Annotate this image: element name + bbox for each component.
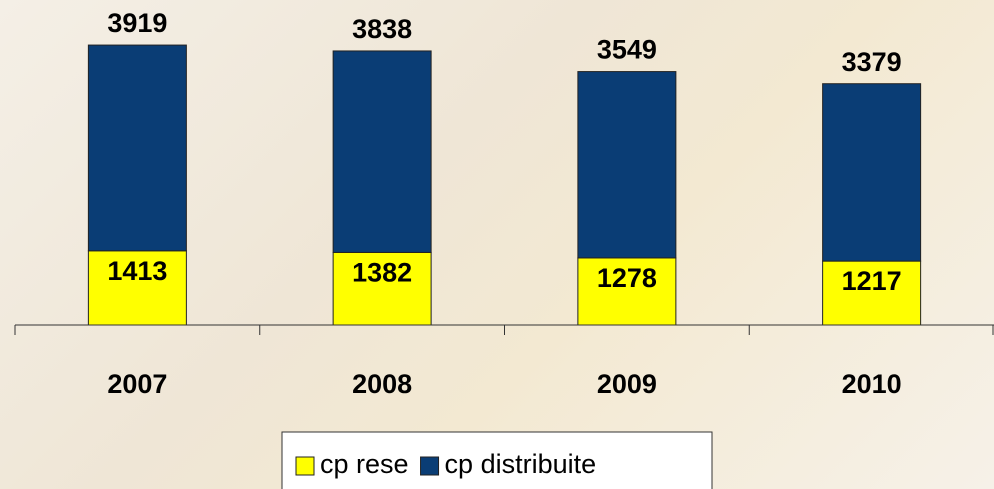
value-label: 3549 (597, 35, 657, 65)
value-label: 1382 (352, 258, 412, 288)
bar-segment (88, 45, 186, 251)
legend-swatch (296, 457, 314, 475)
value-label: 3838 (352, 14, 412, 44)
legend-label: cp rese (320, 449, 409, 479)
x-tick-label: 2007 (107, 369, 167, 399)
bar-segment (823, 84, 921, 261)
x-tick-label: 2008 (352, 369, 412, 399)
x-tick-label: 2009 (597, 369, 657, 399)
value-label: 1278 (597, 263, 657, 293)
value-label: 3379 (842, 47, 902, 77)
value-label: 3919 (107, 8, 167, 38)
legend: cp rese cp distribuite (282, 432, 712, 489)
legend-label: cp distribuite (445, 449, 597, 479)
legend-swatch (421, 457, 439, 475)
bar-segment (333, 51, 431, 252)
value-label: 1217 (842, 266, 902, 296)
value-label: 1413 (107, 256, 167, 286)
chart: 1413 3919 2007 1382 3838 2008 1278 3549 2009 1217… (0, 0, 994, 489)
bar-segment (578, 72, 676, 258)
x-tick-label: 2010 (842, 369, 902, 399)
